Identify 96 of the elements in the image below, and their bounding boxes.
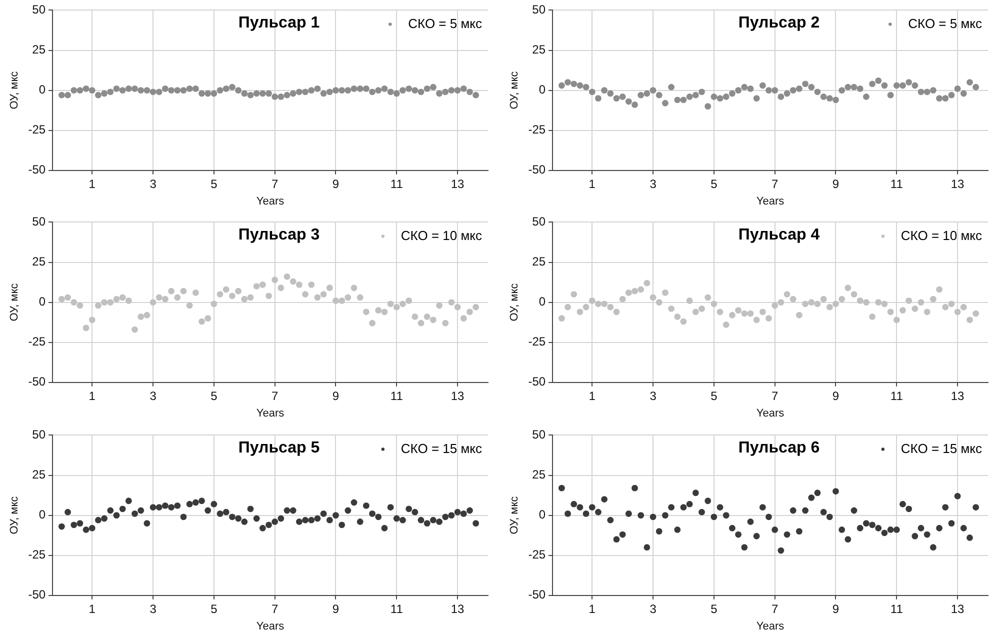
y-tick-label: -50	[528, 162, 546, 177]
x-tick-label: 13	[450, 602, 465, 616]
x-tick-label: 7	[271, 388, 278, 403]
x-tick-label: 11	[890, 176, 904, 191]
x-tick-label: 9	[832, 602, 840, 616]
x-tick-label: 11	[890, 388, 904, 403]
y-tick-label: 25	[32, 254, 46, 269]
x-tick-label: 9	[832, 176, 840, 191]
x-axis-title: Years	[756, 407, 785, 420]
y-tick-label: -25	[28, 122, 46, 137]
x-tick-label: 5	[710, 602, 718, 616]
x-tick-label: 1	[588, 388, 596, 403]
y-tick-label: 0	[538, 82, 546, 97]
y-axis-title: ОУ, мкс	[8, 496, 21, 534]
y-tick-label: 0	[538, 508, 546, 522]
x-tick-label: 9	[332, 602, 340, 616]
x-tick-label: 3	[150, 602, 157, 616]
y-tick-label: 0	[38, 508, 46, 522]
legend-label: СКО = 10 мкс	[900, 228, 982, 243]
chart-title: Пульсар 4	[738, 226, 820, 244]
y-tick-label: -50	[28, 588, 46, 602]
legend-label: СКО = 15 мкс	[900, 440, 982, 456]
x-tick-label: 3	[650, 602, 657, 616]
x-tick-label: 5	[210, 602, 218, 616]
y-tick-label: 25	[32, 42, 46, 57]
x-tick-label: 9	[332, 388, 340, 403]
y-tick-label: 0	[538, 294, 546, 309]
y-tick-label: 50	[32, 2, 46, 17]
x-tick-label: 1	[588, 602, 596, 616]
x-tick-label: 11	[890, 602, 904, 616]
x-tick-label: 13	[450, 176, 465, 191]
legend-label: СКО = 15 мкс	[400, 440, 482, 456]
x-tick-label: 1	[88, 176, 96, 191]
y-tick-label: 50	[32, 214, 46, 229]
x-axis-title: Years	[256, 195, 285, 208]
x-tick-label: 11	[390, 602, 404, 616]
x-axis-title: Years	[256, 620, 285, 632]
x-tick-label: 7	[271, 602, 278, 616]
x-tick-label: 13	[950, 176, 965, 191]
x-axis-title: Years	[256, 407, 285, 420]
y-tick-label: -25	[28, 548, 46, 562]
x-tick-label: 3	[150, 176, 157, 191]
y-tick-label: 25	[532, 254, 546, 269]
chart-title: Пульсар 2	[738, 14, 820, 32]
x-tick-label: 5	[710, 176, 718, 191]
x-tick-label: 13	[950, 602, 965, 616]
x-tick-label: 7	[771, 602, 778, 616]
x-tick-label: 3	[650, 388, 657, 403]
y-axis-title: ОУ, мкс	[8, 70, 21, 110]
x-tick-label: 13	[950, 388, 965, 403]
legend-label: СКО = 5 мкс	[908, 16, 982, 31]
y-tick-label: 50	[32, 428, 46, 442]
x-tick-label: 7	[271, 176, 278, 191]
x-tick-label: 11	[390, 388, 404, 403]
legend-label: СКО = 10 мкс	[400, 228, 482, 243]
y-tick-label: 25	[32, 468, 46, 482]
x-tick-label: 7	[771, 176, 778, 191]
y-axis-title: ОУ, мкс	[8, 282, 21, 322]
x-tick-label: 11	[390, 176, 404, 191]
y-axis-title: ОУ, мкс	[508, 496, 521, 534]
x-tick-label: 1	[588, 176, 596, 191]
y-tick-label: 0	[38, 82, 46, 97]
x-tick-label: 1	[88, 602, 96, 616]
chart-title: Пульсар 6	[738, 440, 820, 457]
x-tick-label: 13	[450, 388, 465, 403]
x-tick-label: 5	[710, 388, 718, 403]
x-axis-title: Years	[756, 620, 785, 632]
x-tick-label: 3	[150, 388, 157, 403]
y-axis-title: ОУ, мкс	[508, 70, 521, 110]
y-tick-label: -25	[28, 334, 46, 349]
y-tick-label: 50	[532, 2, 546, 17]
x-tick-label: 3	[650, 176, 657, 191]
x-axis-title: Years	[756, 195, 785, 208]
x-tick-label: 9	[832, 388, 840, 403]
y-tick-label: 50	[532, 214, 546, 229]
legend-label: СКО = 5 мкс	[408, 16, 482, 31]
x-tick-label: 1	[88, 388, 96, 403]
y-tick-label: 25	[532, 468, 546, 482]
chart-title: Пульсар 3	[238, 226, 320, 244]
y-tick-label: -50	[528, 588, 546, 602]
y-tick-label: 0	[38, 294, 46, 309]
x-tick-label: 7	[771, 388, 778, 403]
y-tick-label: -25	[528, 122, 546, 137]
y-axis-title: ОУ, мкс	[508, 282, 521, 322]
y-tick-label: -50	[528, 374, 546, 389]
y-tick-label: 25	[532, 42, 546, 57]
x-tick-label: 5	[210, 388, 218, 403]
y-tick-label: -25	[528, 548, 546, 562]
chart-title: Пульсар 1	[238, 14, 320, 32]
x-tick-label: 5	[210, 176, 218, 191]
y-tick-label: -50	[28, 162, 46, 177]
y-tick-label: -50	[28, 374, 46, 389]
chart-title: Пульсар 5	[238, 440, 320, 457]
y-tick-label: 50	[532, 428, 546, 442]
y-tick-label: -25	[528, 334, 546, 349]
x-tick-label: 9	[332, 176, 340, 191]
